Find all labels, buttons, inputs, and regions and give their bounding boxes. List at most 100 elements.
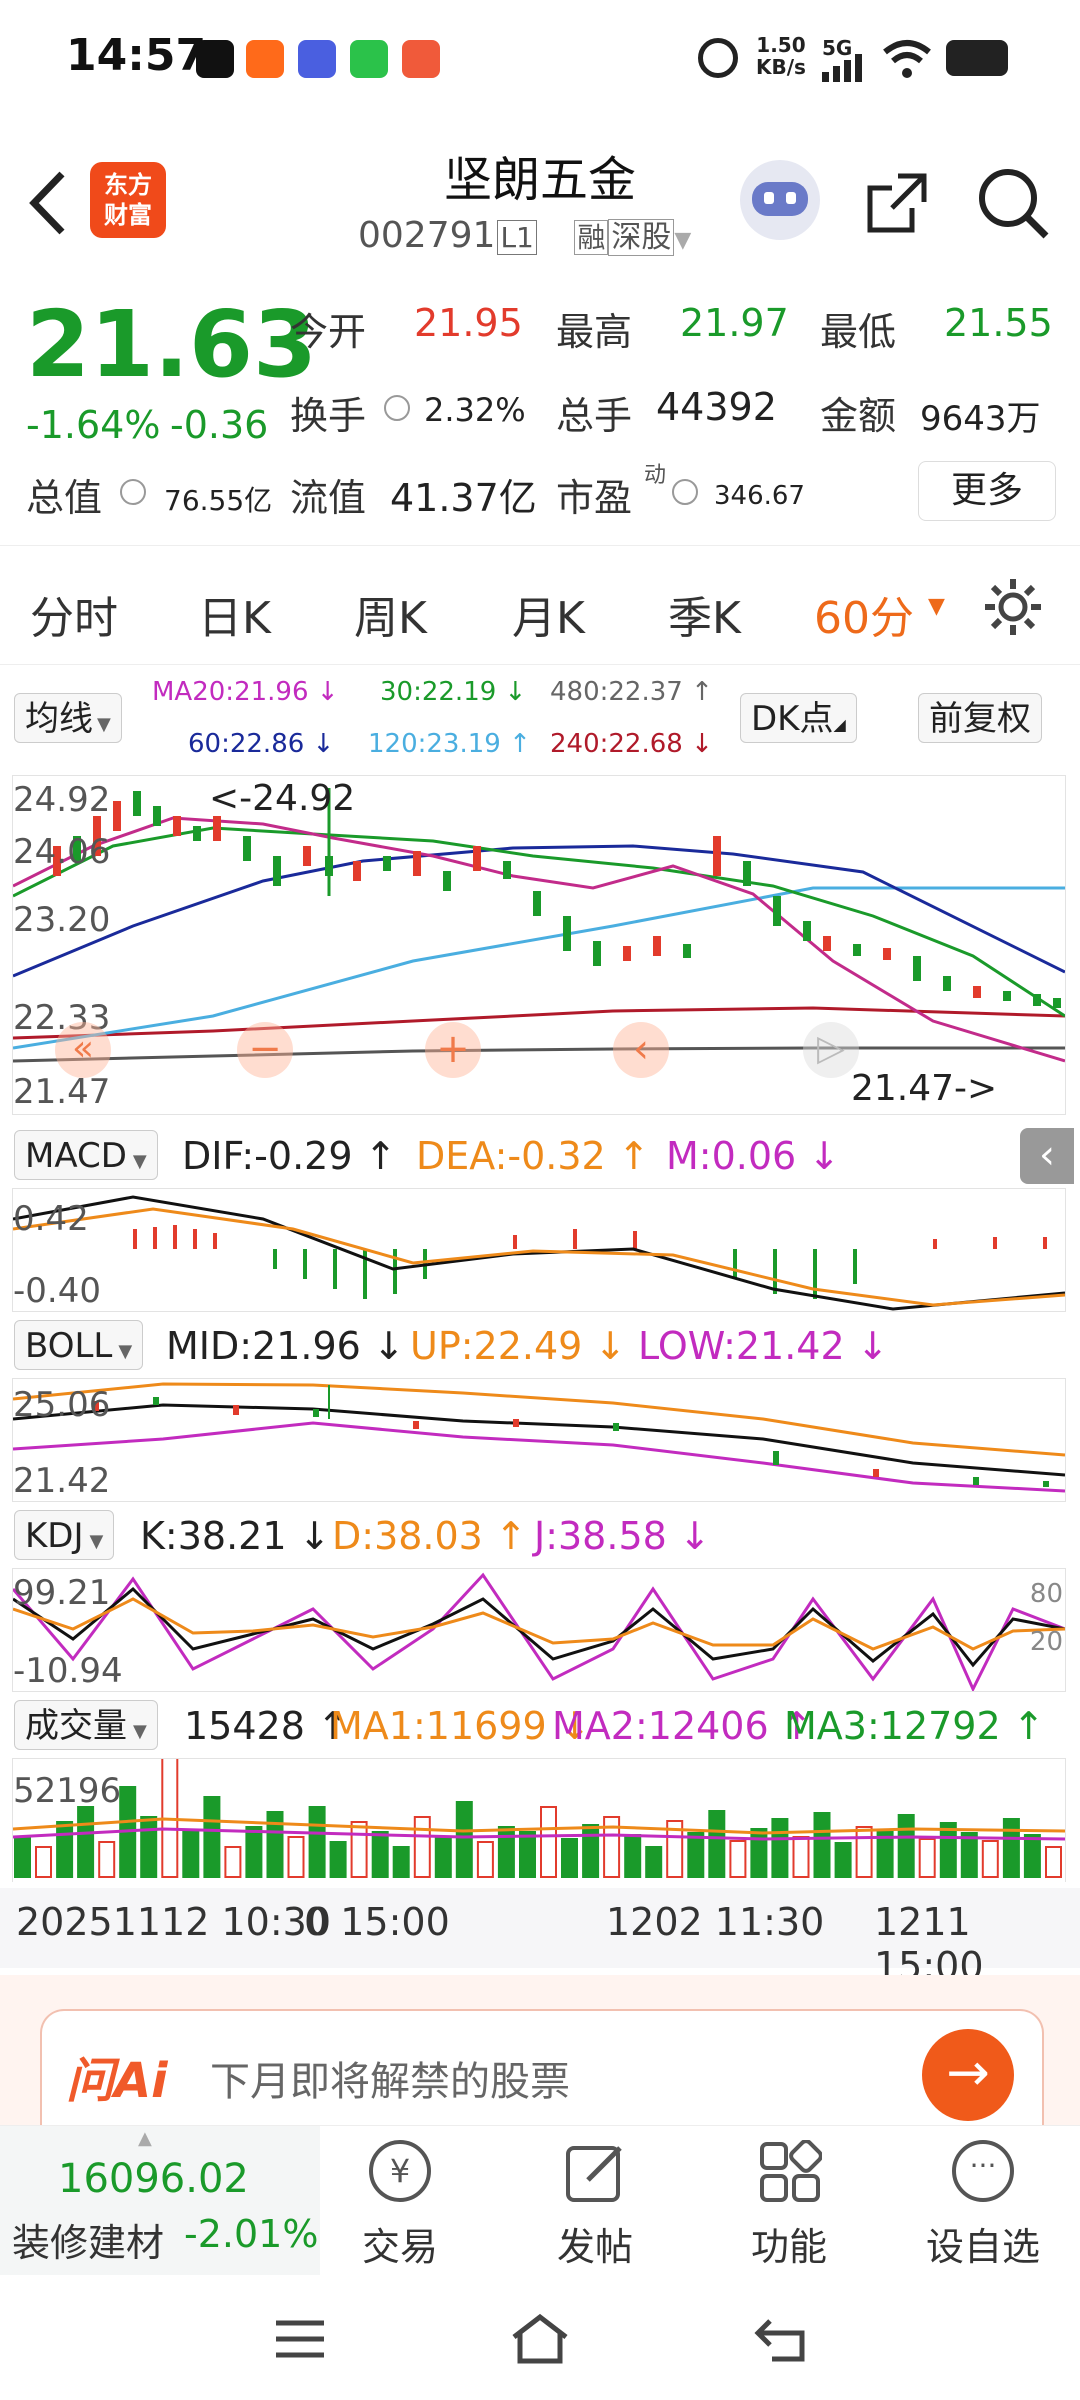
volume-bar: [14, 1836, 31, 1878]
volume-bar: [287, 1836, 305, 1878]
sector-index-value: 16096.02: [58, 2156, 249, 2202]
exchange-dropdown-icon[interactable]: ▼: [674, 228, 692, 253]
tab-60min[interactable]: 60分: [814, 593, 914, 644]
change-pct: -1.64%: [26, 403, 161, 447]
ma-selector[interactable]: 均线 ▼: [14, 693, 122, 743]
volume-ma2-line: [12, 1827, 1066, 1841]
scroll-left-button[interactable]: ‹: [613, 1022, 669, 1078]
kdj-d-line: [12, 1597, 1066, 1651]
ma-selector-arrow-icon: ▼: [97, 714, 111, 735]
tab-intraday[interactable]: 分时: [30, 593, 118, 644]
settings-gear-icon[interactable]: [982, 576, 1044, 638]
turnover-info-icon[interactable]: [384, 395, 410, 421]
float-label: 流值: [290, 476, 367, 520]
boll-mid-value: MID:21.96: [166, 1324, 361, 1368]
zoom-out-button[interactable]: −: [237, 1022, 293, 1078]
kdj-chart: [11, 1572, 1066, 1693]
kdj-selector[interactable]: KDJ ▼: [14, 1510, 115, 1560]
ai-placeholder: 下月即将解禁的股票: [210, 2059, 570, 2105]
share-icon[interactable]: [862, 168, 932, 238]
ai-search-bar: 问Ai 下月即将解禁的股票 →: [0, 1975, 1080, 2127]
volume-bar: [392, 1846, 410, 1878]
home-icon[interactable]: [508, 2311, 572, 2367]
volume-panel: 成交量 ▼ 15428 ↑ MA1:11699 ↓ MA2:12406 ↑ MA3…: [0, 1698, 1080, 1888]
open-label: 今开: [290, 310, 367, 354]
volume-bar: [413, 1816, 431, 1878]
volume-bar: [540, 1806, 557, 1878]
period-tabs: 分时 日K 周K 月K 季K 60分 ▼: [0, 545, 1080, 665]
macd-dea-line: [12, 1207, 1066, 1307]
macd-selector-arrow-icon: ▼: [132, 1151, 147, 1172]
mktcap-info-icon[interactable]: [120, 479, 146, 505]
trade-yen-icon: ¥: [369, 2140, 431, 2202]
status-bar: 14:57 1.50 KB/s 5G: [0, 0, 1080, 120]
back-icon[interactable]: [22, 168, 72, 238]
boll-selector[interactable]: BOLL ▼: [14, 1320, 144, 1370]
boll-chart-area[interactable]: 25.06 21.42: [12, 1378, 1066, 1502]
high-value: 21.97: [680, 301, 789, 345]
back-nav-icon[interactable]: [752, 2313, 812, 2365]
ai-input-box[interactable]: 问Ai 下月即将解禁的股票 →: [40, 2009, 1044, 2127]
restore-rights-button[interactable]: 前复权: [918, 693, 1042, 743]
macd-selector[interactable]: MACD ▼: [14, 1130, 158, 1180]
scroll-left-fast-button[interactable]: «: [55, 1022, 111, 1078]
tab-dropdown-icon[interactable]: ▼: [928, 594, 945, 619]
pe-info-icon[interactable]: [672, 479, 698, 505]
menu-icon[interactable]: [272, 2317, 328, 2361]
y-label-1: 24.92: [13, 780, 111, 820]
volume-bar: [266, 1811, 284, 1878]
boll-mid: MID:21.96 ↓: [166, 1324, 405, 1368]
macd-chart-area[interactable]: 0.42 -0.40: [12, 1188, 1066, 1312]
tab-monthly-k[interactable]: 月K: [512, 593, 585, 644]
volume-chart: [12, 1756, 1066, 1878]
volume-bar: [497, 1826, 515, 1878]
more-dots-icon: ···: [952, 2140, 1014, 2202]
search-icon[interactable]: [976, 166, 1050, 240]
change-amt: -0.36: [170, 403, 269, 447]
sector-index-change: -2.01%: [184, 2212, 319, 2256]
brand-logo: 东方 财富: [90, 162, 166, 238]
boll-candles: [93, 1385, 1049, 1487]
dk-point-button[interactable]: DK点◢: [740, 693, 857, 743]
robot-avatar-icon[interactable]: [740, 160, 820, 240]
kdj-right-top: 80: [1029, 1579, 1063, 1609]
alarm-icon: [698, 38, 738, 78]
collapse-side-button[interactable]: ‹: [1020, 1128, 1074, 1184]
wechat-icon: [350, 40, 388, 78]
boll-chart: [12, 1382, 1066, 1493]
volume-bar: [645, 1846, 663, 1878]
volume-chart-area[interactable]: 52196: [12, 1756, 1066, 1882]
tab-quarterly-k[interactable]: 季K: [668, 593, 741, 644]
sector-index-widget[interactable]: ▲ 16096.02 装修建材 -2.01%: [0, 2126, 320, 2276]
volume-bar: [624, 1834, 642, 1878]
boll-selector-arrow-icon: ▼: [118, 1341, 133, 1362]
macd-dif-value: DIF:-0.29: [182, 1134, 353, 1178]
boll-mid-line: [12, 1403, 1066, 1477]
volume-ma2-value: MA2:12406: [552, 1704, 769, 1748]
kdj-y-bottom: -10.94: [13, 1651, 123, 1691]
sector-up-arrow-icon: ▲: [138, 2128, 152, 2149]
ma120-value: 120:23.19: [368, 729, 501, 759]
volume-bar: [35, 1846, 52, 1878]
ai-submit-arrow-icon[interactable]: →: [922, 2029, 1014, 2121]
macd-panel: MACD ▼ DIF:-0.29 ↑ DEA:-0.32 ↑ M:0.06 ↓ ‹…: [0, 1128, 1080, 1318]
vivo-app-icon: [298, 40, 336, 78]
ma30-line: [12, 826, 1066, 1018]
scroll-right-button[interactable]: ▷: [803, 1022, 859, 1078]
mktcap-value: 76.55亿: [164, 484, 273, 517]
tab-weekly-k[interactable]: 周K: [354, 593, 427, 644]
music-app-icon: [196, 40, 234, 78]
volume-bar: [771, 1818, 789, 1878]
volume-selector[interactable]: 成交量 ▼: [14, 1700, 158, 1750]
kdj-selector-arrow-icon: ▼: [89, 1531, 104, 1552]
zoom-in-button[interactable]: +: [425, 1022, 481, 1078]
tab-daily-k[interactable]: 日K: [198, 593, 271, 644]
candle-chart-area[interactable]: 24.92 24.06 23.20 22.33 21.47 <-24.92 21…: [12, 775, 1066, 1115]
ma480-legend: 480:22.37 ↑: [550, 677, 713, 707]
candles: [53, 788, 1061, 1008]
ma20-legend: MA20:21.96 ↓: [152, 677, 339, 707]
exchange-badge[interactable]: 深股: [608, 219, 675, 256]
kdj-chart-area[interactable]: 99.21 -10.94 80 20: [11, 1568, 1066, 1693]
time-axis: 20251112 10:30 0 15:00 1202 11:30 1211 1…: [0, 1888, 1080, 1988]
more-button[interactable]: 更多: [918, 461, 1056, 521]
